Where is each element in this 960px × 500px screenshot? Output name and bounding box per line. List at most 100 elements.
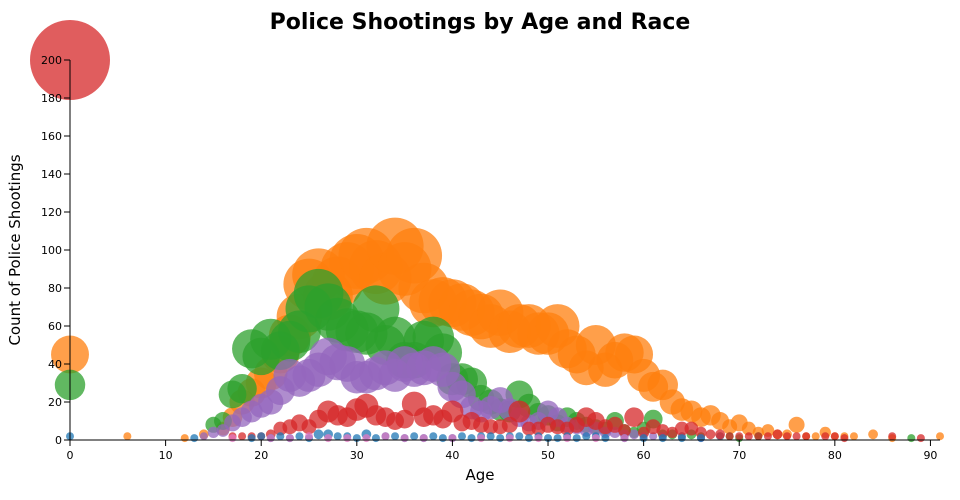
- x-tick-label: 20: [254, 449, 268, 462]
- bubble-green: [227, 374, 257, 404]
- x-axis-ticks: 0 10 20 30 40 50 60 70 80 90: [67, 440, 937, 462]
- bubble-orange: [868, 429, 878, 440]
- bubble-blue: [333, 432, 342, 441]
- bubble-pink: [477, 434, 486, 443]
- x-tick-label: 90: [923, 449, 937, 462]
- bubble-orange: [936, 432, 944, 441]
- bubble-blue: [658, 434, 667, 443]
- bubble-pink: [563, 434, 572, 443]
- bubble-blue: [429, 432, 438, 441]
- bubble-red: [916, 434, 925, 443]
- y-tick-label: 120: [41, 206, 62, 219]
- bubble-blue: [696, 434, 705, 443]
- y-tick-label: 140: [41, 168, 62, 181]
- bubble-blue: [496, 434, 505, 443]
- bubble-blue: [572, 434, 581, 443]
- bubble-orange: [180, 434, 189, 443]
- x-tick-label: 40: [445, 449, 459, 462]
- bubble-pink: [534, 434, 543, 443]
- bubble-red: [725, 432, 734, 441]
- y-axis-ticks: 0 20 40 60 80 100 120 140 160 180 200: [41, 54, 70, 447]
- bubble-red: [521, 421, 536, 436]
- bubble-red: [744, 432, 753, 441]
- bubble-blue: [295, 432, 304, 441]
- bubble-red: [656, 424, 670, 437]
- x-tick-label: 60: [637, 449, 651, 462]
- bubble-blue: [190, 434, 199, 443]
- bubble-red: [695, 426, 707, 439]
- chart-title: Police Shootings by Age and Race: [270, 10, 691, 35]
- bubble-pink: [362, 434, 371, 443]
- bubble-purple: [207, 426, 220, 439]
- bubble-orange: [811, 432, 820, 441]
- bubble-red: [735, 432, 744, 441]
- bubble-red: [840, 434, 849, 443]
- bubble-blue: [677, 434, 686, 443]
- bubble-blue: [257, 432, 266, 441]
- x-tick-label: 50: [541, 449, 555, 462]
- y-tick-label: 40: [48, 358, 62, 371]
- bubble-blue: [515, 432, 524, 441]
- bubble-pink: [419, 434, 428, 443]
- y-tick-label: 160: [41, 130, 62, 143]
- bubble-red: [830, 432, 839, 441]
- bubble-blue: [553, 434, 562, 443]
- bubble-orange: [788, 416, 805, 433]
- y-tick-label: 20: [48, 396, 62, 409]
- y-axis-label: Count of Police Shootings: [6, 154, 24, 345]
- bubble-orange: [761, 424, 775, 437]
- bubble-red: [821, 432, 830, 441]
- y-tick-label: 180: [41, 92, 62, 105]
- bubble-purple: [629, 429, 639, 440]
- x-axis-label: Age: [465, 466, 494, 484]
- bubble-pink: [505, 434, 514, 443]
- bubble-pink: [381, 432, 390, 441]
- bubble-pink: [266, 434, 275, 443]
- bubble-red: [802, 432, 811, 441]
- bubble-blue: [276, 432, 285, 441]
- bubble-red: [624, 407, 644, 427]
- bubbles-layer: [30, 20, 944, 443]
- bubble-red: [772, 429, 783, 440]
- bubble-purple: [649, 432, 658, 441]
- bubble-blue: [247, 434, 256, 443]
- bubble-red: [763, 432, 772, 441]
- bubble-red: [783, 432, 792, 441]
- x-tick-label: 80: [828, 449, 842, 462]
- bubble-orange: [123, 432, 132, 441]
- bubble-red: [715, 429, 726, 440]
- bubble-red: [674, 421, 689, 436]
- bubble-pink: [324, 434, 333, 443]
- bubble-pink: [400, 434, 409, 443]
- bubble-blue: [524, 434, 533, 443]
- y-tick-label: 100: [41, 244, 62, 257]
- bubble-pink: [285, 434, 294, 443]
- y-tick-label: 200: [41, 54, 62, 67]
- bubble-red: [684, 421, 699, 436]
- bubble-purple: [199, 432, 208, 441]
- bubble-blue: [438, 434, 447, 443]
- bubble-blue: [391, 432, 400, 441]
- bubble-pink: [305, 432, 314, 441]
- bubble-blue: [601, 434, 610, 443]
- bubble-red: [238, 432, 247, 441]
- bubble-red: [705, 429, 716, 440]
- x-tick-label: 70: [732, 449, 746, 462]
- bubble-red: [888, 432, 897, 441]
- bubble-red: [792, 432, 801, 441]
- bubble-green: [907, 434, 916, 443]
- bubble-blue: [313, 429, 324, 440]
- y-tick-label: 60: [48, 320, 62, 333]
- x-tick-label: 30: [350, 449, 364, 462]
- y-tick-label: 80: [48, 282, 62, 295]
- x-tick-label: 10: [159, 449, 173, 462]
- bubble-blue: [486, 432, 495, 441]
- bubble-blue: [467, 434, 476, 443]
- bubble-orange: [849, 432, 858, 441]
- bubble-blue: [410, 432, 419, 441]
- bubble-orange: [741, 421, 756, 436]
- x-tick-label: 0: [67, 449, 74, 462]
- bubble-blue: [371, 434, 380, 443]
- bubble-pink: [228, 434, 237, 443]
